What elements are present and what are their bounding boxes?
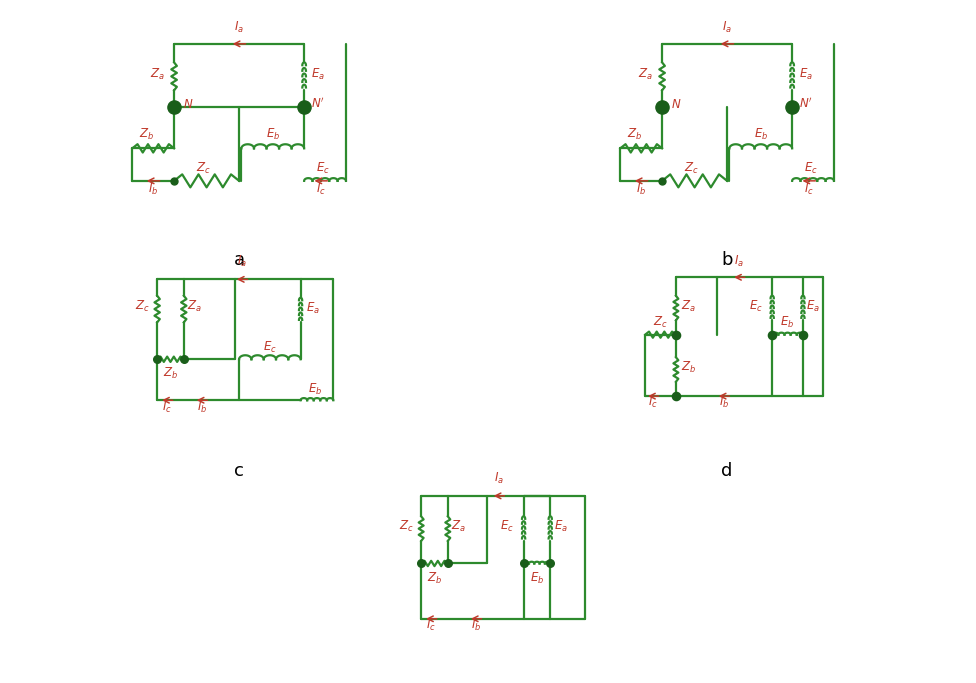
- Point: [515, 558, 531, 569]
- Text: $E_b$: $E_b$: [781, 315, 794, 330]
- Point: [414, 558, 429, 569]
- Point: [669, 391, 684, 402]
- Text: $Z_c$: $Z_c$: [653, 315, 668, 330]
- Text: $I_c$: $I_c$: [804, 182, 814, 197]
- Text: c: c: [234, 462, 244, 479]
- Text: $E_a$: $E_a$: [305, 301, 320, 316]
- Text: $I_a$: $I_a$: [234, 19, 244, 35]
- Point: [669, 329, 684, 340]
- Point: [166, 176, 182, 186]
- Text: a: a: [233, 251, 245, 268]
- Text: $I_b$: $I_b$: [471, 618, 481, 633]
- Text: $Z_c$: $Z_c$: [399, 519, 414, 534]
- Text: $I_b$: $I_b$: [197, 400, 207, 415]
- Point: [297, 101, 312, 112]
- Text: $E_b$: $E_b$: [753, 127, 768, 142]
- Text: d: d: [721, 462, 733, 479]
- Text: $E_c$: $E_c$: [263, 339, 277, 354]
- Text: b: b: [721, 251, 733, 268]
- Text: $Z_a$: $Z_a$: [186, 298, 201, 313]
- Text: $Z_a$: $Z_a$: [638, 66, 653, 81]
- Point: [795, 329, 811, 340]
- Text: $E_c$: $E_c$: [749, 298, 762, 313]
- Point: [654, 101, 670, 112]
- Text: $E_a$: $E_a$: [311, 66, 325, 81]
- Text: $Z_a$: $Z_a$: [150, 66, 165, 81]
- Text: $E_c$: $E_c$: [501, 519, 514, 534]
- Text: $I_a$: $I_a$: [494, 471, 504, 486]
- Text: $Z_c$: $Z_c$: [684, 161, 699, 176]
- Text: $E_a$: $E_a$: [806, 298, 820, 313]
- Text: $Z_b$: $Z_b$: [140, 127, 154, 142]
- Point: [543, 558, 558, 569]
- Text: $N$: $N$: [183, 98, 193, 111]
- Text: $N'$: $N'$: [311, 97, 325, 111]
- Text: $I_b$: $I_b$: [636, 182, 646, 197]
- Point: [764, 329, 780, 340]
- Point: [176, 354, 191, 365]
- Point: [654, 176, 670, 186]
- Text: $E_a$: $E_a$: [799, 66, 813, 81]
- Text: $I_a$: $I_a$: [734, 254, 745, 269]
- Text: $I_a$: $I_a$: [237, 254, 247, 269]
- Point: [166, 101, 182, 112]
- Text: e: e: [487, 680, 499, 683]
- Text: $I_b$: $I_b$: [719, 395, 729, 410]
- Text: $Z_c$: $Z_c$: [196, 161, 211, 176]
- Text: $Z_b$: $Z_b$: [628, 127, 642, 142]
- Point: [149, 354, 165, 365]
- Text: $E_b$: $E_b$: [308, 381, 322, 397]
- Text: $E_c$: $E_c$: [804, 161, 818, 176]
- Text: $E_c$: $E_c$: [316, 161, 330, 176]
- Text: $Z_a$: $Z_a$: [451, 519, 466, 534]
- Text: $E_b$: $E_b$: [530, 571, 544, 587]
- Text: $Z_c$: $Z_c$: [136, 298, 150, 313]
- Text: $I_c$: $I_c$: [427, 618, 436, 633]
- Text: $E_a$: $E_a$: [553, 519, 567, 534]
- Text: $I_c$: $I_c$: [316, 182, 326, 197]
- Text: $Z_b$: $Z_b$: [427, 571, 442, 587]
- Text: $N$: $N$: [671, 98, 681, 111]
- Text: $I_b$: $I_b$: [148, 182, 158, 197]
- Point: [440, 558, 456, 569]
- Text: $Z_b$: $Z_b$: [680, 360, 696, 375]
- Text: $Z_b$: $Z_b$: [163, 366, 178, 381]
- Text: $I_c$: $I_c$: [162, 400, 173, 415]
- Text: $Z_a$: $Z_a$: [681, 298, 696, 313]
- Point: [785, 101, 800, 112]
- Text: $I_a$: $I_a$: [722, 19, 732, 35]
- Text: $N'$: $N'$: [799, 97, 813, 111]
- Text: $I_c$: $I_c$: [648, 395, 658, 410]
- Text: $E_b$: $E_b$: [265, 127, 280, 142]
